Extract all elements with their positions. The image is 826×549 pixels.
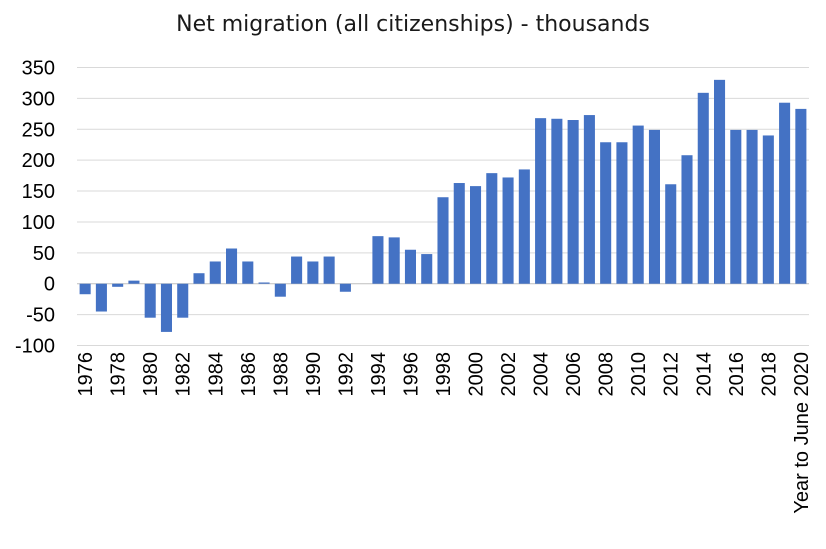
bar-2016: [730, 129, 742, 284]
bar-1994: [372, 236, 384, 284]
bar-2003: [518, 169, 530, 284]
x-tick-label: 2004: [531, 352, 553, 397]
bar-2005: [551, 118, 563, 284]
bar-1987: [258, 282, 270, 284]
bar-1977: [95, 283, 107, 312]
bar-2018: [762, 135, 774, 284]
bar-2017: [746, 129, 758, 284]
bar-2019: [779, 102, 791, 284]
x-tick-label: 2006: [563, 352, 585, 397]
x-tick-label: 2012: [661, 352, 683, 397]
y-tick-label: -50: [26, 305, 55, 327]
bar-2001: [486, 173, 498, 284]
bar-1996: [404, 249, 416, 284]
bar-2000: [470, 186, 482, 284]
bar-1992: [339, 283, 351, 292]
bar-2007: [583, 115, 595, 284]
x-tick-label: 2018: [758, 352, 780, 397]
x-tick-label: 1978: [108, 352, 130, 397]
bar-1985: [226, 248, 238, 284]
x-tick-label: 1988: [270, 352, 292, 397]
x-tick-label: 1992: [335, 352, 357, 397]
x-tick-label: 2002: [498, 352, 520, 397]
bar-2009: [616, 142, 628, 284]
x-tick-label: 2008: [596, 352, 618, 397]
y-tick-label: 350: [22, 58, 55, 80]
x-tick-label: 2014: [693, 352, 715, 397]
bar-2012: [665, 184, 677, 284]
y-tick-label: 200: [22, 150, 55, 172]
bar-1986: [242, 261, 254, 284]
bar-1988: [274, 283, 286, 297]
y-tick-label: -100: [15, 336, 55, 358]
bar-year-to-june-2020: [795, 108, 807, 284]
bar-layer: [79, 79, 807, 332]
x-tick-label: 1990: [303, 352, 325, 397]
bar-1984: [209, 261, 221, 284]
y-tick-label: 150: [22, 181, 55, 203]
x-tick-label: 1986: [238, 352, 260, 397]
bar-1995: [388, 237, 400, 284]
bar-1991: [323, 256, 335, 284]
x-tick-label: Year to June 2020: [791, 352, 813, 514]
bar-1980: [144, 283, 156, 318]
x-tick-label: 1984: [205, 352, 227, 397]
bar-2015: [714, 79, 726, 284]
x-tick-label: 2010: [628, 352, 650, 397]
bar-1979: [128, 280, 140, 284]
bar-1976: [79, 283, 91, 295]
y-axis-ticks: -100 -50 0 50 100 150 200 250 300 350: [15, 58, 55, 358]
bar-1998: [437, 197, 449, 284]
chart-title: Net migration (all citizenships) - thous…: [176, 12, 650, 37]
bar-1989: [291, 256, 303, 284]
bar-1978: [112, 283, 124, 287]
y-tick-label: 300: [22, 88, 55, 110]
x-tick-label: 2016: [726, 352, 748, 397]
x-tick-label: 1982: [173, 352, 195, 397]
x-tick-label: 1996: [400, 352, 422, 397]
x-tick-label: 1994: [368, 352, 390, 397]
x-axis-ticks: 1976 1978 1980 1982 1984 1986 1988 1990 1992 1994…: [75, 352, 813, 514]
bar-2004: [535, 118, 547, 284]
bar-2002: [502, 177, 514, 284]
bar-1981: [160, 283, 172, 332]
bar-1982: [177, 283, 189, 318]
x-tick-label: 1976: [75, 352, 97, 397]
y-tick-label: 100: [22, 212, 55, 234]
bar-2006: [567, 120, 579, 284]
y-tick-label: 0: [44, 274, 55, 296]
bar-2014: [697, 92, 709, 284]
bar-2011: [648, 129, 660, 284]
y-tick-label: 50: [33, 243, 55, 265]
bar-1999: [453, 183, 465, 284]
x-tick-label: 1980: [140, 352, 162, 397]
bar-1983: [193, 273, 205, 284]
bar-1990: [307, 261, 319, 284]
bar-2010: [632, 125, 644, 284]
x-tick-label: 1998: [433, 352, 455, 397]
y-tick-label: 250: [22, 119, 55, 141]
x-tick-label: 2000: [466, 352, 488, 397]
bar-2008: [600, 142, 612, 284]
bar-1997: [421, 254, 433, 284]
bar-2013: [681, 155, 693, 284]
